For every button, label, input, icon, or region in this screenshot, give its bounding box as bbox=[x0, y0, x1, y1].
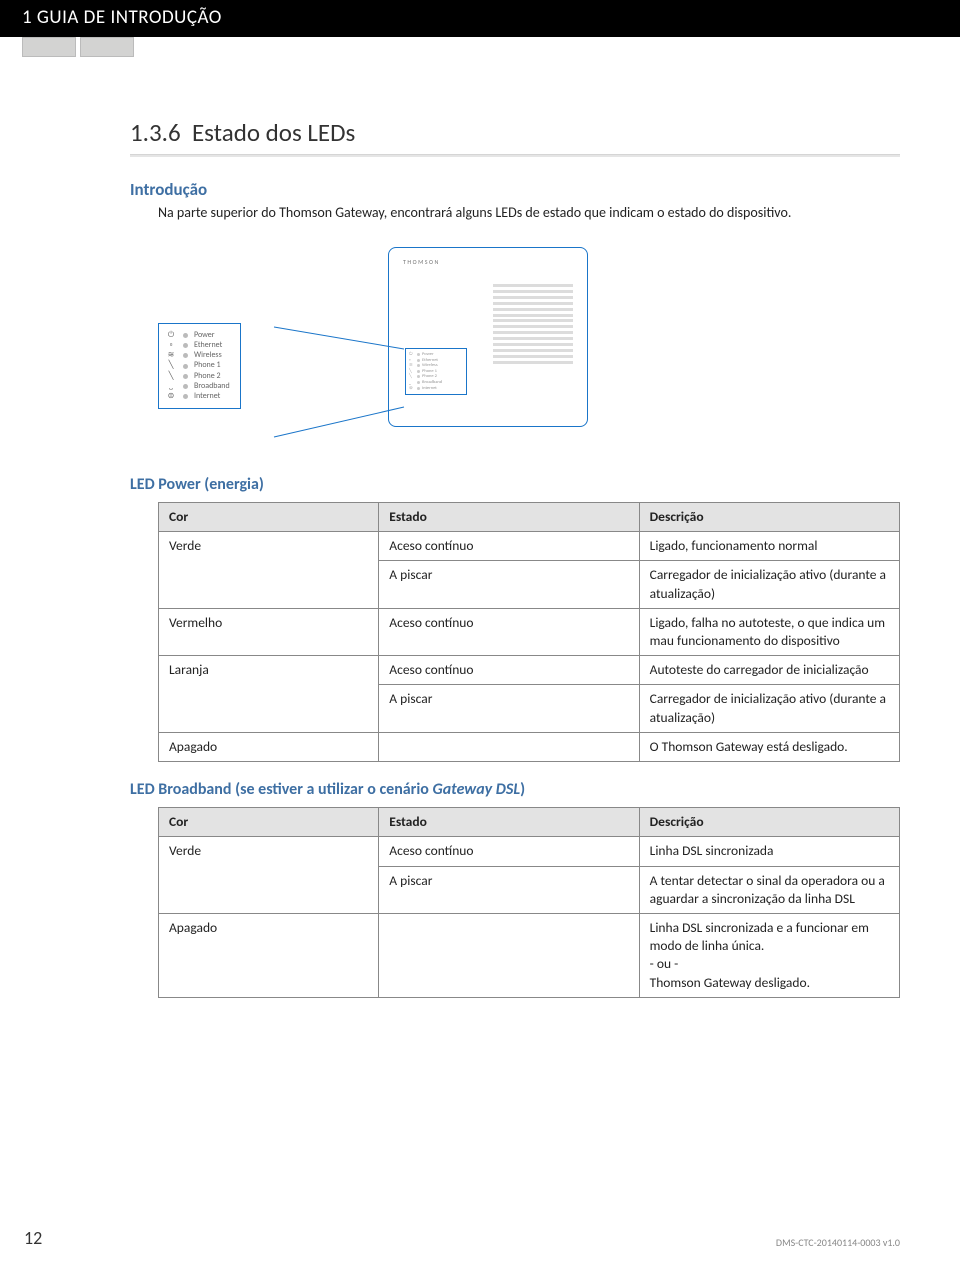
tab-strip bbox=[0, 37, 960, 57]
col-cor: Cor bbox=[159, 808, 379, 837]
legend-row: ╲ Phone 1 bbox=[165, 361, 230, 370]
power-table-heading: LED Power (energia) bbox=[130, 475, 900, 494]
table-row: VermelhoAceso contínuoLigado, falha no a… bbox=[159, 608, 900, 655]
title-underline bbox=[130, 154, 900, 157]
device-brand: THOMSON bbox=[403, 258, 440, 266]
legend-dot bbox=[183, 343, 188, 348]
strip-row: ⏻Power bbox=[409, 351, 463, 357]
legend-label: Phone 1 bbox=[194, 361, 221, 370]
broadband-table-heading: LED Broadband (se estiver a utilizar o c… bbox=[130, 780, 900, 799]
cell-desc: Carregador de inicialização ativo (duran… bbox=[639, 561, 899, 608]
cell-desc: Ligado, funcionamento normal bbox=[639, 532, 899, 561]
legend-row: ╲ Phone 2 bbox=[165, 372, 230, 381]
legend-icon: ⏻ bbox=[165, 331, 177, 340]
legend-dot bbox=[183, 333, 188, 338]
legend-icon: ⊜ bbox=[165, 392, 177, 401]
strip-row: ╲Phone 2 bbox=[409, 374, 463, 379]
strip-row: ⊜Internet bbox=[409, 386, 463, 391]
legend-icon: ▫ bbox=[165, 341, 177, 350]
doc-code: DMS-CTC-20140114-0003 v1.0 bbox=[776, 1236, 900, 1249]
strip-row: ≋Wireless bbox=[409, 363, 463, 368]
page-content: 1.3.6 Estado dos LEDs Introdução Na part… bbox=[0, 57, 960, 998]
legend-icon: ╲ bbox=[165, 372, 177, 381]
broadband-led-table: Cor Estado Descrição VerdeAceso contínuo… bbox=[158, 807, 900, 998]
legend-row: ▫ Ethernet bbox=[165, 341, 230, 350]
col-estado: Estado bbox=[379, 502, 639, 531]
page-footer: 12 DMS-CTC-20140114-0003 v1.0 bbox=[0, 1227, 960, 1249]
cell-cor: Verde bbox=[159, 837, 379, 914]
cell-desc: Autoteste do carregador de inicialização bbox=[639, 656, 899, 685]
cell-desc: Carregador de inicialização ativo (duran… bbox=[639, 685, 899, 732]
table-row: LaranjaAceso contínuoAutoteste do carreg… bbox=[159, 656, 900, 685]
cell-estado bbox=[379, 732, 639, 761]
legend-dot bbox=[183, 364, 188, 369]
legend-dot bbox=[183, 374, 188, 379]
table-row: Apagado O Thomson Gateway está desligado. bbox=[159, 732, 900, 761]
device-illustration: THOMSON ⏻Power▫Ethernet≋Wireless╲Phone 1… bbox=[388, 247, 588, 427]
legend-row: ≋Wireless bbox=[165, 351, 230, 360]
legend-label: Phone 2 bbox=[194, 372, 221, 381]
col-estado: Estado bbox=[379, 808, 639, 837]
col-cor: Cor bbox=[159, 502, 379, 531]
cell-estado: A piscar bbox=[379, 866, 639, 913]
cell-estado: Aceso contínuo bbox=[379, 608, 639, 655]
cell-cor: Laranja bbox=[159, 656, 379, 733]
cell-cor: Vermelho bbox=[159, 608, 379, 655]
chapter-title: 1 GUIA DE INTRODUÇÃO bbox=[22, 6, 222, 29]
col-desc: Descrição bbox=[639, 808, 899, 837]
intro-heading: Introdução bbox=[130, 179, 900, 200]
cell-desc: Ligado, falha no autoteste, o que indica… bbox=[639, 608, 899, 655]
led-legend: ⏻Power▫Ethernet≋Wireless╲Phone 1╲Phone 2… bbox=[158, 323, 241, 409]
legend-label: Broadband bbox=[194, 382, 230, 391]
cell-desc: Linha DSL sincronizada bbox=[639, 837, 899, 866]
legend-icon: ⎵ bbox=[165, 382, 177, 391]
cell-estado: Aceso contínuo bbox=[379, 837, 639, 866]
legend-dot bbox=[183, 384, 188, 389]
device-figure: ⏻Power▫Ethernet≋Wireless╲Phone 1╲Phone 2… bbox=[158, 247, 588, 447]
cell-estado: A piscar bbox=[379, 685, 639, 732]
legend-label: Wireless bbox=[194, 351, 222, 360]
cell-desc: Linha DSL sincronizada e a funcionar em … bbox=[639, 913, 899, 997]
table-row: Apagado Linha DSL sincronizada e a funcio… bbox=[159, 913, 900, 997]
strip-row: ╲Phone 1 bbox=[409, 369, 463, 374]
section-title: 1.3.6 Estado dos LEDs bbox=[130, 117, 900, 148]
table-row: VerdeAceso contínuoLinha DSL sincronizad… bbox=[159, 837, 900, 866]
legend-label: Ethernet bbox=[194, 341, 222, 350]
cell-estado: Aceso contínuo bbox=[379, 532, 639, 561]
power-led-table: Cor Estado Descrição VerdeAceso contínuo… bbox=[158, 502, 900, 762]
legend-row: ⏻ Power bbox=[165, 331, 230, 340]
cell-estado: A piscar bbox=[379, 561, 639, 608]
cell-estado bbox=[379, 913, 639, 997]
table-row: VerdeAceso contínuoLigado, funcionamento… bbox=[159, 532, 900, 561]
legend-row: ⊜ Internet bbox=[165, 392, 230, 401]
strip-row: ▫Ethernet bbox=[409, 358, 463, 363]
col-desc: Descrição bbox=[639, 502, 899, 531]
cell-desc: O Thomson Gateway está desligado. bbox=[639, 732, 899, 761]
strip-row: ⎵Broadband bbox=[409, 380, 463, 386]
legend-dot bbox=[183, 394, 188, 399]
cell-estado: Aceso contínuo bbox=[379, 656, 639, 685]
legend-row: ⎵ Broadband bbox=[165, 382, 230, 391]
chapter-header: 1 GUIA DE INTRODUÇÃO bbox=[0, 0, 960, 37]
cell-cor: Verde bbox=[159, 532, 379, 609]
cell-cor: Apagado bbox=[159, 732, 379, 761]
intro-text: Na parte superior do Thomson Gateway, en… bbox=[158, 204, 900, 223]
page-number: 12 bbox=[24, 1227, 42, 1249]
legend-icon: ╲ bbox=[165, 361, 177, 370]
cell-cor: Apagado bbox=[159, 913, 379, 997]
device-led-strip: ⏻Power▫Ethernet≋Wireless╲Phone 1╲Phone 2… bbox=[405, 348, 467, 395]
legend-label: Power bbox=[194, 331, 215, 340]
legend-dot bbox=[183, 353, 188, 358]
legend-label: Internet bbox=[194, 392, 220, 401]
cell-desc: A tentar detectar o sinal da operadora o… bbox=[639, 866, 899, 913]
device-vents bbox=[493, 284, 573, 364]
